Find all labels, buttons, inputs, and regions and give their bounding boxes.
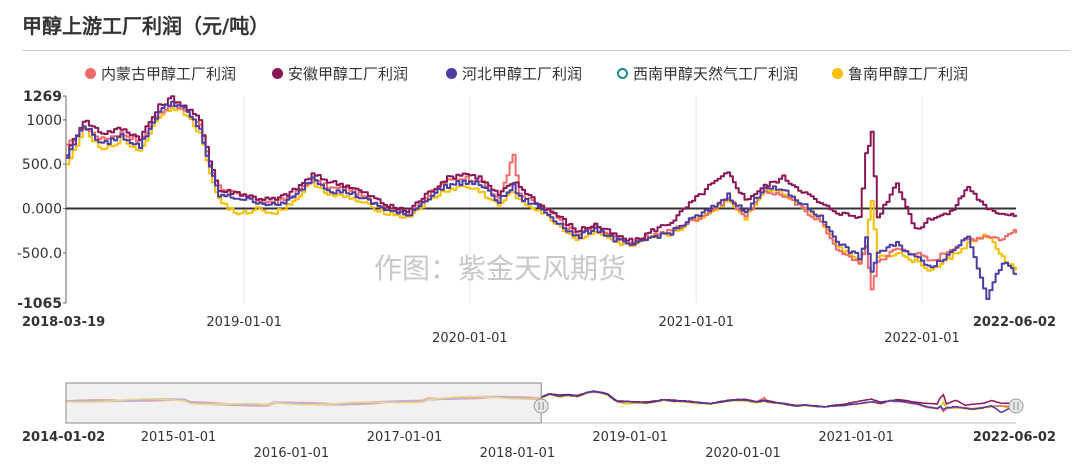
watermark: 作图：紫金天风期货 — [374, 252, 626, 285]
navigator-history-line — [65, 395, 542, 407]
legend-item[interactable]: 安徽甲醇工厂利润 — [272, 62, 408, 84]
navigator-tick-label: 2014-01-02 — [22, 430, 105, 445]
y-tick-label: -1065 — [17, 296, 62, 312]
legend-label: 河北甲醇工厂利润 — [462, 64, 583, 83]
y-tick-label: 1000 — [26, 113, 62, 129]
chart-title: 甲醇上游工厂利润（元/吨） — [22, 14, 270, 38]
x-tick-label: 2021-01-01 — [658, 315, 734, 330]
series-line — [66, 100, 1017, 300]
navigator-tick-label: 2019-01-01 — [592, 430, 668, 445]
y-tick-label: 0.000 — [22, 202, 62, 218]
navigator-series-line — [540, 390, 1017, 413]
legend-item[interactable]: 鲁南甲醇工厂利润 — [832, 62, 968, 84]
x-tick-label: 2018-03-19 — [22, 315, 105, 330]
navigator-tick-label: 2015-01-01 — [141, 430, 217, 445]
title-divider — [22, 50, 1070, 51]
navigator-tick-label: 2021-01-01 — [818, 430, 894, 445]
legend-item[interactable]: 西南甲醇天然气工厂利润 — [617, 62, 798, 84]
x-tick-label: 2019-01-01 — [206, 315, 282, 330]
navigator-handle[interactable] — [1008, 398, 1024, 414]
navigator-tick-label: 2020-01-01 — [705, 446, 781, 461]
legend-label: 鲁南甲醇工厂利润 — [848, 64, 969, 83]
y-tick-label: -500.0 — [17, 246, 62, 262]
legend-marker-icon — [272, 67, 283, 79]
legend-label: 西南甲醇天然气工厂利润 — [633, 64, 799, 83]
legend-item[interactable]: 内蒙古甲醇工厂利润 — [85, 62, 236, 84]
navigator-tick-label: 2016-01-01 — [254, 446, 330, 461]
navigator-history-line — [65, 395, 542, 406]
y-tick-label: 1269 — [23, 89, 62, 105]
legend-marker-icon — [85, 67, 96, 79]
series-line — [66, 107, 1017, 272]
navigator-tick-label: 2018-01-01 — [480, 446, 556, 461]
navigator-handle[interactable] — [533, 398, 549, 414]
legend: 内蒙古甲醇工厂利润 安徽甲醇工厂利润 河北甲醇工厂利润 西南甲醇天然气工厂利润 鲁南甲醇… — [0, 62, 1080, 84]
x-tick-label: 2022-01-01 — [884, 331, 960, 346]
navigator-unselected-area[interactable] — [65, 382, 542, 424]
navigator-tick-label: 2017-01-01 — [367, 430, 443, 445]
x-tick-label: 2020-01-01 — [432, 331, 508, 346]
legend-marker-icon — [832, 67, 843, 79]
y-tick-label: 500.0 — [22, 157, 62, 173]
navigator-tick-label: 2022-06-02 — [973, 430, 1056, 445]
legend-label: 安徽甲醇工厂利润 — [288, 64, 409, 83]
legend-marker-icon — [446, 67, 457, 79]
legend-label: 内蒙古甲醇工厂利润 — [101, 64, 237, 83]
legend-item[interactable]: 河北甲醇工厂利润 — [446, 62, 582, 84]
legend-marker-icon — [617, 67, 628, 79]
x-tick-label: 2022-06-02 — [973, 315, 1056, 330]
